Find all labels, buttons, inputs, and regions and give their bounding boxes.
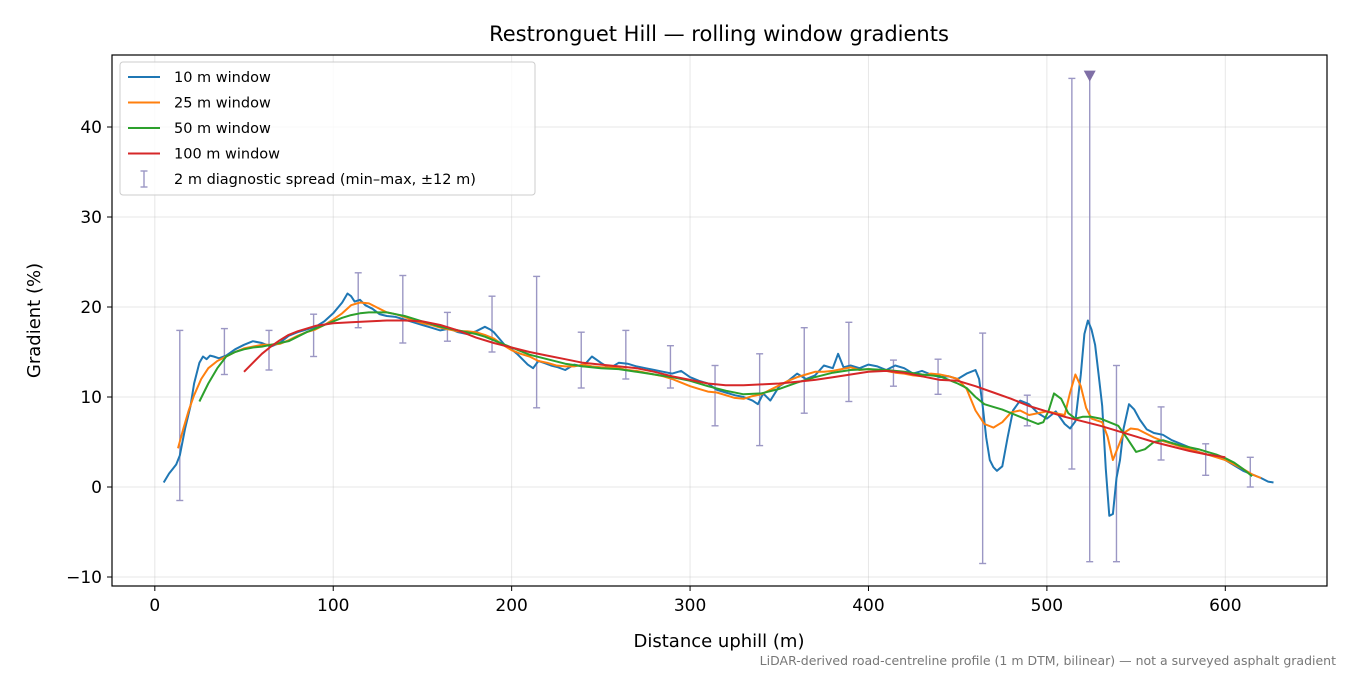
errorbar (800, 327, 808, 414)
errorbar (577, 331, 585, 389)
chart-title: Restronguet Hill — rolling window gradie… (489, 22, 949, 46)
x-axis-label: Distance uphill (m) (634, 631, 805, 652)
y-axis-ticks: −10 0 10 20 30 40 (66, 118, 112, 588)
errorbar (265, 329, 273, 371)
legend-box (119, 61, 536, 196)
legend-label: 2 m diagnostic spread (min–max, ±12 m) (174, 172, 476, 188)
errorbar (1112, 364, 1120, 563)
legend-label: 25 m window (174, 96, 271, 112)
series-line (162, 292, 1274, 517)
annotation-markers (1083, 70, 1096, 82)
x-axis-ticks: 0 100 200 300 400 500 600 (149, 586, 1242, 616)
series-line (198, 311, 1253, 477)
series-line (177, 301, 1262, 479)
x-tick-label: 500 (1031, 596, 1063, 616)
errorbar (666, 345, 674, 389)
y-tick-label: 0 (91, 478, 102, 498)
y-tick-label: 10 (80, 388, 102, 408)
legend-label: 100 m window (174, 147, 280, 163)
legend-label: 10 m window (174, 70, 271, 86)
x-tick-label: 400 (852, 596, 884, 616)
errorbar (845, 321, 853, 403)
y-axis-label: Gradient (%) (24, 263, 45, 378)
x-tick-label: 300 (674, 596, 706, 616)
y-tick-label: 40 (80, 118, 102, 138)
legend: 10 m window 25 m window 50 m window 100 m w… (119, 61, 536, 196)
y-tick-label: −10 (66, 568, 102, 588)
peak-marker (1083, 70, 1096, 82)
x-tick-label: 100 (317, 596, 349, 616)
errorbar (1068, 77, 1076, 470)
footnote: LiDAR-derived road-centreline profile (1… (760, 653, 1336, 668)
y-tick-label: 30 (80, 208, 102, 228)
x-tick-label: 200 (495, 596, 527, 616)
legend-label: 50 m window (174, 121, 271, 137)
series-line (243, 319, 1226, 459)
errorbar (220, 327, 228, 376)
y-tick-label: 20 (80, 298, 102, 318)
errorbar (533, 275, 541, 409)
plot-frame (111, 54, 1328, 587)
errorbar (310, 313, 318, 358)
series-lines (162, 292, 1274, 517)
x-tick-label: 600 (1209, 596, 1241, 616)
errorbar (176, 329, 184, 502)
diagnostic-spread-errorbars (176, 74, 1254, 565)
errorbar (711, 364, 719, 427)
errorbar (1202, 443, 1210, 476)
errorbar (979, 332, 987, 565)
errorbar (399, 274, 407, 344)
x-tick-label: 0 (149, 596, 160, 616)
